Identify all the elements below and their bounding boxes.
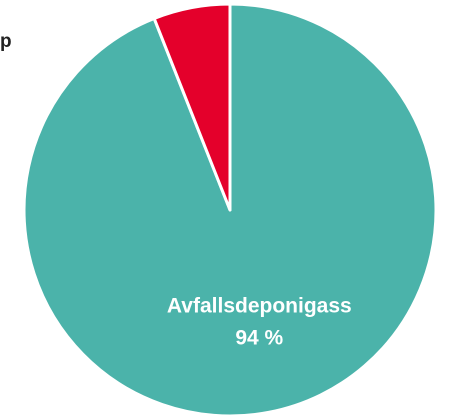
slice-label: Avfallsdeponigass: [167, 295, 352, 318]
annotation: p: [0, 31, 12, 52]
pie-slice: [152, 2, 232, 212]
slice-value-label: 94 %: [235, 327, 283, 350]
